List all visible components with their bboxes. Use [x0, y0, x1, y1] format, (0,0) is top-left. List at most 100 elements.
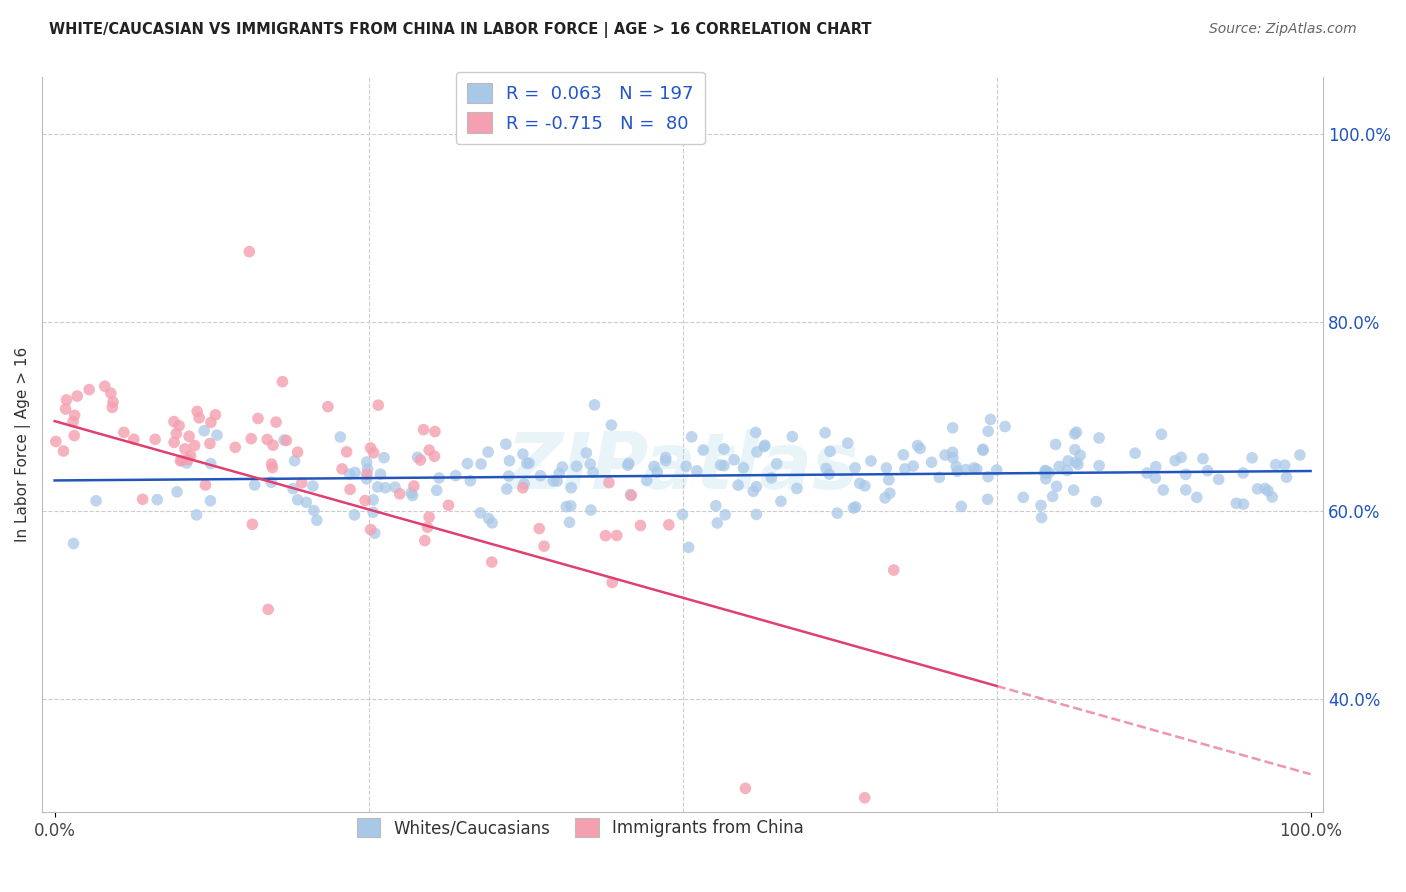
Point	[63, 428, 86, 442]
Point	[170, 453, 193, 467]
Point	[63, 409, 86, 423]
Point	[240, 517, 263, 532]
Point	[402, 479, 425, 493]
Point	[513, 476, 536, 491]
Point	[934, 448, 956, 462]
Point	[302, 503, 325, 517]
Point	[238, 244, 260, 259]
Point	[367, 398, 389, 412]
Point	[617, 456, 640, 470]
Point	[966, 462, 988, 476]
Point	[769, 494, 792, 508]
Point	[418, 510, 440, 524]
Point	[786, 482, 808, 496]
Point	[671, 508, 693, 522]
Point	[247, 411, 270, 425]
Point	[77, 383, 100, 397]
Point	[1064, 442, 1087, 457]
Point	[977, 424, 1000, 438]
Point	[281, 482, 304, 496]
Point	[1164, 453, 1187, 467]
Point	[186, 508, 208, 522]
Point	[1123, 446, 1146, 460]
Point	[176, 456, 198, 470]
Point	[845, 500, 868, 514]
Point	[713, 442, 735, 456]
Point	[287, 445, 309, 459]
Point	[498, 469, 520, 483]
Point	[1029, 499, 1052, 513]
Point	[1042, 490, 1064, 504]
Point	[478, 511, 501, 525]
Point	[723, 452, 745, 467]
Point	[177, 429, 200, 443]
Point	[101, 401, 124, 415]
Legend: Whites/Caucasians, Immigrants from China: Whites/Caucasians, Immigrants from China	[350, 812, 810, 844]
Point	[579, 503, 602, 517]
Point	[198, 436, 221, 450]
Point	[205, 428, 228, 442]
Point	[412, 423, 434, 437]
Point	[423, 425, 446, 439]
Point	[1038, 466, 1060, 480]
Point	[477, 445, 499, 459]
Point	[516, 456, 538, 470]
Point	[1192, 451, 1215, 466]
Point	[1088, 458, 1111, 473]
Point	[339, 483, 361, 497]
Point	[950, 500, 973, 514]
Point	[257, 602, 280, 616]
Point	[356, 472, 378, 486]
Point	[100, 386, 122, 401]
Point	[361, 492, 384, 507]
Point	[418, 443, 440, 458]
Point	[907, 439, 929, 453]
Point	[560, 499, 582, 513]
Point	[470, 457, 492, 471]
Point	[188, 410, 211, 425]
Point	[183, 438, 205, 452]
Point	[942, 421, 965, 435]
Point	[271, 375, 294, 389]
Point	[551, 460, 574, 475]
Point	[972, 443, 994, 458]
Point	[529, 522, 551, 536]
Point	[1170, 450, 1192, 465]
Point	[879, 486, 901, 500]
Point	[260, 457, 283, 471]
Point	[643, 459, 665, 474]
Point	[600, 575, 623, 590]
Point	[713, 458, 735, 473]
Point	[921, 455, 943, 469]
Point	[276, 434, 298, 448]
Point	[122, 432, 145, 446]
Point	[406, 450, 429, 465]
Point	[727, 478, 749, 492]
Point	[675, 459, 697, 474]
Point	[1045, 479, 1067, 493]
Point	[194, 478, 217, 492]
Point	[742, 484, 765, 499]
Point	[1012, 491, 1035, 505]
Point	[733, 460, 755, 475]
Point	[512, 481, 534, 495]
Point	[330, 462, 353, 476]
Y-axis label: In Labor Force | Age > 16: In Labor Force | Age > 16	[15, 347, 31, 542]
Point	[782, 429, 804, 443]
Point	[166, 484, 188, 499]
Point	[336, 445, 359, 459]
Point	[1185, 491, 1208, 505]
Point	[444, 468, 467, 483]
Point	[946, 464, 969, 478]
Point	[224, 440, 246, 454]
Point	[565, 459, 588, 474]
Point	[678, 541, 700, 555]
Point	[62, 536, 84, 550]
Point	[1289, 448, 1312, 462]
Text: WHITE/CAUCASIAN VS IMMIGRANTS FROM CHINA IN LABOR FORCE | AGE > 16 CORRELATION C: WHITE/CAUCASIAN VS IMMIGRANTS FROM CHINA…	[49, 22, 872, 38]
Point	[859, 454, 882, 468]
Point	[165, 426, 187, 441]
Point	[908, 442, 931, 456]
Point	[883, 563, 905, 577]
Point	[533, 539, 555, 553]
